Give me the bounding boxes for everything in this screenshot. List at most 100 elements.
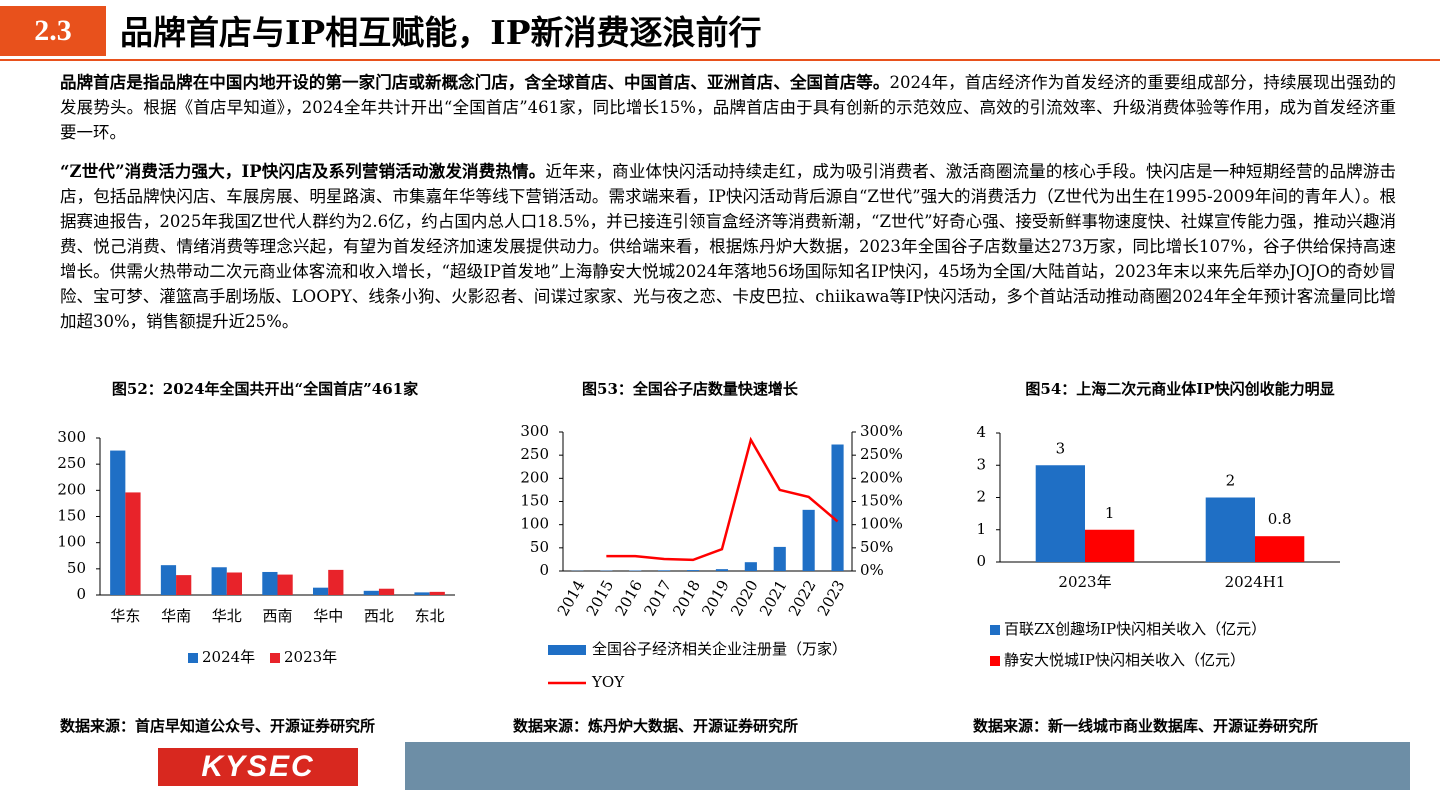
paragraph-lead: 品牌首店是指品牌在中国内地开设的第一家门店或新概念门店，含全球首店、中国首店、亚… <box>60 73 890 92</box>
chart-source: 数据来源：新一线城市商业数据库、开源证券研究所 <box>973 717 1318 735</box>
paragraph-lead: “Z世代”消费活力强大，IP快闪店及系列营销活动激发消费热情。 <box>60 162 546 181</box>
bar <box>658 570 671 571</box>
y-tick-label: 50 <box>530 538 549 556</box>
y-tick-label: 200 <box>520 468 549 486</box>
chart-source: 数据来源：首店早知道公众号、开源证券研究所 <box>60 717 375 735</box>
x-tick-label: 东北 <box>415 607 445 625</box>
bar <box>429 591 445 595</box>
x-tick-label: 华北 <box>212 607 242 625</box>
legend-label: 百联ZX创趣场IP快闪相关收入（亿元） <box>1004 620 1266 638</box>
y-tick-label: 250 <box>57 454 86 472</box>
x-tick-label: 2016 <box>611 577 646 619</box>
x-tick-label: 西北 <box>364 607 394 625</box>
data-label: 1 <box>1105 504 1115 522</box>
y-tick-label: 250 <box>520 445 549 463</box>
y2-tick-label: 150% <box>860 492 903 510</box>
bar <box>744 562 757 571</box>
y-tick-label: 200 <box>57 480 86 498</box>
bar <box>686 570 700 571</box>
x-tick-label: 2019 <box>698 577 733 619</box>
legend-label: YOY <box>591 673 625 691</box>
chart-title: 图52：2024年全国共开出“全国首店”461家 <box>112 380 418 398</box>
legend-label: 2024年 <box>202 648 255 666</box>
y-tick-label: 0 <box>76 585 86 603</box>
x-tick-label: 西南 <box>262 607 292 625</box>
bar <box>110 450 126 595</box>
legend-swatch <box>270 653 280 663</box>
y-tick-label: 1 <box>976 520 986 538</box>
bar <box>715 569 729 571</box>
bar <box>1085 529 1135 562</box>
chart-source: 数据来源：炼丹炉大数据、开源证券研究所 <box>513 717 798 735</box>
line <box>606 436 839 562</box>
y2-tick-label: 250% <box>860 445 903 463</box>
y-tick-label: 300 <box>520 422 549 440</box>
x-tick-label: 2018 <box>669 577 704 619</box>
paragraph-text: 近年来，商业体快闪活动持续走红，成为吸引消费者、激活商圈流量的核心手段。快闪店是… <box>60 162 1397 331</box>
x-tick-label: 华中 <box>313 607 343 625</box>
bar <box>773 546 786 571</box>
y-tick-label: 100 <box>57 533 86 551</box>
legend-label: 全国谷子经济相关企业注册量（万家） <box>592 640 847 658</box>
legend-swatch <box>548 645 586 655</box>
legend-label: 2023年 <box>284 648 337 666</box>
bar <box>1205 497 1255 562</box>
x-tick-label: 2020 <box>727 577 762 619</box>
bar <box>211 567 227 595</box>
y2-tick-label: 100% <box>860 515 903 533</box>
y-tick-label: 150 <box>57 507 86 525</box>
bar <box>363 590 379 595</box>
legend-label: 静安大悦城IP快闪相关收入（亿元） <box>1004 651 1245 669</box>
data-label: 3 <box>1056 439 1066 457</box>
y2-tick-label: 200% <box>860 468 903 486</box>
chart-title: 图54：上海二次元商业体IP快闪创收能力明显 <box>1025 380 1334 398</box>
y-tick-label: 50 <box>67 559 86 577</box>
x-tick-label: 2014 <box>554 577 589 619</box>
bar <box>226 572 242 595</box>
x-tick-label: 华东 <box>110 607 140 625</box>
y-tick-label: 300 <box>57 428 86 446</box>
bar <box>328 569 344 595</box>
legend-swatch <box>990 656 1000 666</box>
y-tick-label: 3 <box>976 455 986 473</box>
x-tick-label: 2022 <box>785 577 820 619</box>
bar <box>1035 465 1085 562</box>
y-tick-label: 150 <box>520 492 549 510</box>
bar <box>125 492 141 595</box>
x-tick-label: 华南 <box>161 607 191 625</box>
x-tick-label: 2023 <box>814 577 849 619</box>
y-tick-label: 100 <box>520 515 549 533</box>
bar <box>262 571 278 595</box>
paragraph-text: 2024年，首店经济作为首发经济的重要组成部分，持续展现出强劲的发展势头。根据《… <box>60 73 1397 142</box>
logo: KYSEC <box>158 748 358 786</box>
paragraph: “Z世代”消费活力强大，IP快闪店及系列营销活动激发消费热情。近年来，商业体快闪… <box>60 159 1396 334</box>
y2-tick-label: 0% <box>860 561 884 579</box>
y-tick-label: 2 <box>976 488 986 506</box>
bar <box>176 575 192 595</box>
section-title: 品牌首店与IP相互赋能，IP新消费逐浪前行 <box>120 13 762 52</box>
bar <box>831 444 844 571</box>
legend-swatch <box>188 653 198 663</box>
data-label: 0.8 <box>1268 510 1292 528</box>
x-tick-label: 2023年 <box>1058 573 1111 591</box>
chart-title: 图53：全国谷子店数量快速增长 <box>582 380 799 398</box>
paragraph: 品牌首店是指品牌在中国内地开设的第一家门店或新概念门店，含全球首店、中国首店、亚… <box>60 70 1396 145</box>
bar <box>378 588 395 595</box>
y-tick-label: 4 <box>976 423 986 441</box>
legend-swatch <box>990 625 1000 635</box>
x-tick-label: 2017 <box>640 577 675 619</box>
x-tick-label: 2024H1 <box>1225 573 1286 591</box>
bar <box>313 587 329 595</box>
bar <box>1255 536 1305 562</box>
bar <box>414 592 430 595</box>
x-tick-label: 2021 <box>756 577 791 619</box>
y-tick-label: 0 <box>539 561 549 579</box>
x-tick-label: 2015 <box>583 577 618 619</box>
y-tick-label: 0 <box>976 552 986 570</box>
bar <box>802 509 815 571</box>
y2-tick-label: 300% <box>860 422 903 440</box>
footer-bar <box>405 742 1410 790</box>
bar <box>277 574 293 595</box>
